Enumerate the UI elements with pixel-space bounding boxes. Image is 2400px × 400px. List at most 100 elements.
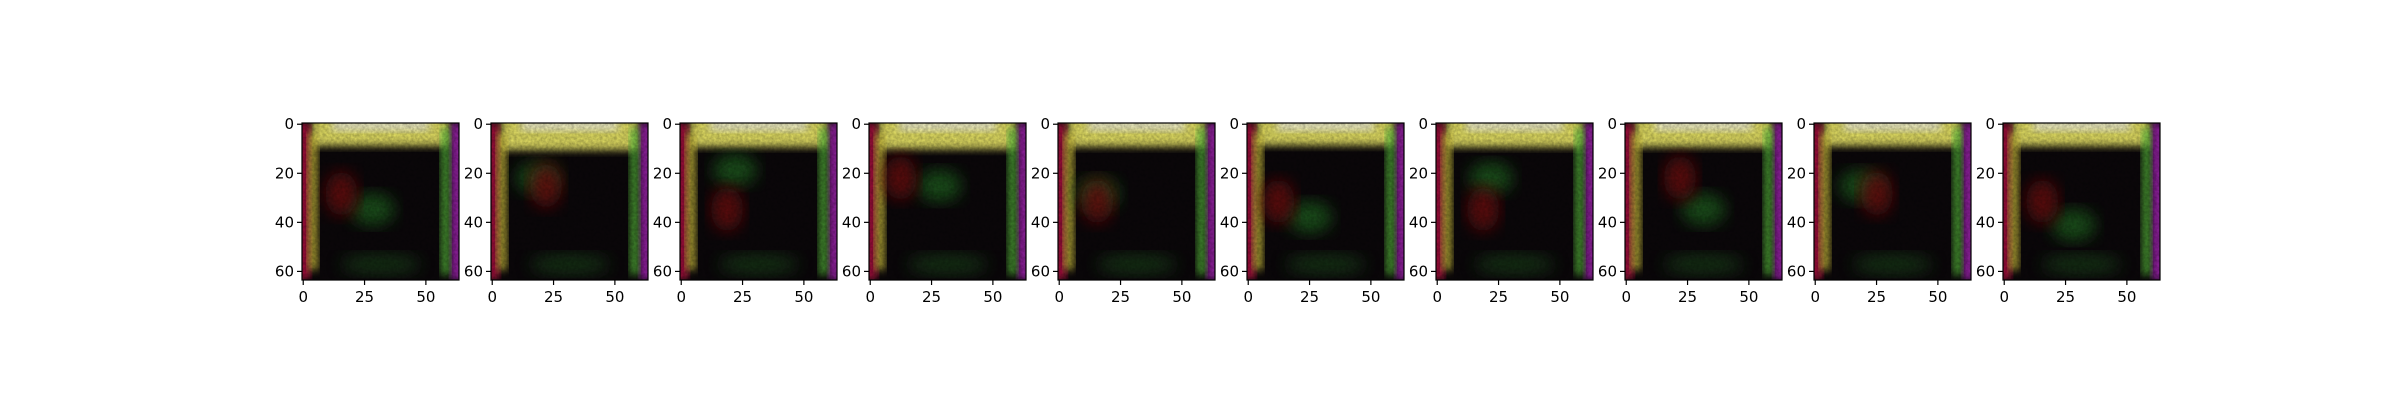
y-tick-label: 0 (662, 115, 672, 133)
y-tick-label: 0 (1985, 115, 1995, 133)
y-tick-label: 60 (653, 262, 672, 280)
y-tick-label: 0 (284, 115, 294, 133)
x-tick-label: 25 (2056, 288, 2075, 306)
x-tick-label: 0 (676, 288, 686, 306)
x-tick-label: 0 (1054, 288, 1064, 306)
x-tick-label: 0 (298, 288, 308, 306)
axes-frame (2002, 122, 2161, 281)
x-tick-label: 50 (1739, 288, 1758, 306)
x-tick-label: 0 (1432, 288, 1442, 306)
y-tick-label: 60 (1976, 262, 1995, 280)
axes-frame (1057, 122, 1216, 281)
y-tick-label: 0 (473, 115, 483, 133)
x-tick-label: 0 (487, 288, 497, 306)
x-tick-label: 0 (865, 288, 875, 306)
axes-frame (1246, 122, 1405, 281)
x-tick-label: 0 (1999, 288, 2009, 306)
y-tick-label: 40 (1598, 213, 1617, 231)
y-tick-label: 60 (1409, 262, 1428, 280)
x-tick-label: 25 (1867, 288, 1886, 306)
x-tick-label: 50 (1928, 288, 1947, 306)
y-tick-label: 60 (1220, 262, 1239, 280)
x-tick-label: 25 (1111, 288, 1130, 306)
x-tick-label: 25 (1678, 288, 1697, 306)
generated-image (2003, 123, 2160, 280)
generated-image (1058, 123, 1215, 280)
y-tick-label: 20 (1220, 164, 1239, 182)
x-tick-label: 50 (1172, 288, 1191, 306)
y-tick-label: 40 (842, 213, 861, 231)
generated-image (491, 123, 648, 280)
y-tick-label: 60 (842, 262, 861, 280)
x-tick-label: 25 (922, 288, 941, 306)
x-tick-label: 50 (416, 288, 435, 306)
y-tick-label: 40 (1031, 213, 1050, 231)
x-tick-label: 25 (544, 288, 563, 306)
y-tick-label: 0 (1229, 115, 1239, 133)
x-tick-label: 0 (1621, 288, 1631, 306)
axes-frame (1624, 122, 1783, 281)
x-tick-label: 50 (2117, 288, 2136, 306)
y-tick-label: 0 (1607, 115, 1617, 133)
x-tick-label: 25 (1489, 288, 1508, 306)
generated-image (1814, 123, 1971, 280)
axes-frame (1813, 122, 1972, 281)
y-tick-label: 40 (1220, 213, 1239, 231)
x-tick-label: 25 (355, 288, 374, 306)
y-tick-label: 20 (1409, 164, 1428, 182)
generated-image (1436, 123, 1593, 280)
y-tick-label: 20 (1976, 164, 1995, 182)
y-tick-label: 20 (1598, 164, 1617, 182)
y-tick-label: 40 (1976, 213, 1995, 231)
x-tick-label: 25 (1300, 288, 1319, 306)
y-tick-label: 40 (1787, 213, 1806, 231)
x-tick-label: 50 (1361, 288, 1380, 306)
y-tick-label: 60 (1787, 262, 1806, 280)
axes-frame (490, 122, 649, 281)
y-tick-label: 0 (1418, 115, 1428, 133)
y-tick-label: 40 (464, 213, 483, 231)
axes-frame (868, 122, 1027, 281)
y-tick-label: 60 (1598, 262, 1617, 280)
axes-frame (1435, 122, 1594, 281)
generated-image (680, 123, 837, 280)
y-tick-label: 20 (464, 164, 483, 182)
generated-image (302, 123, 459, 280)
x-tick-label: 50 (983, 288, 1002, 306)
x-tick-label: 0 (1810, 288, 1820, 306)
y-tick-label: 40 (275, 213, 294, 231)
y-tick-label: 20 (1787, 164, 1806, 182)
y-tick-label: 40 (653, 213, 672, 231)
y-tick-label: 20 (275, 164, 294, 182)
x-tick-label: 50 (605, 288, 624, 306)
y-tick-label: 20 (842, 164, 861, 182)
y-tick-label: 60 (464, 262, 483, 280)
y-tick-label: 40 (1409, 213, 1428, 231)
y-tick-label: 0 (1040, 115, 1050, 133)
axes-frame (301, 122, 460, 281)
y-tick-label: 60 (1031, 262, 1050, 280)
y-tick-label: 20 (653, 164, 672, 182)
x-tick-label: 25 (733, 288, 752, 306)
x-tick-label: 50 (1550, 288, 1569, 306)
axes-frame (679, 122, 838, 281)
x-tick-label: 0 (1243, 288, 1253, 306)
y-tick-label: 0 (1796, 115, 1806, 133)
generated-image (1625, 123, 1782, 280)
y-tick-label: 60 (275, 262, 294, 280)
x-tick-label: 50 (794, 288, 813, 306)
generated-image (1247, 123, 1404, 280)
y-tick-label: 20 (1031, 164, 1050, 182)
